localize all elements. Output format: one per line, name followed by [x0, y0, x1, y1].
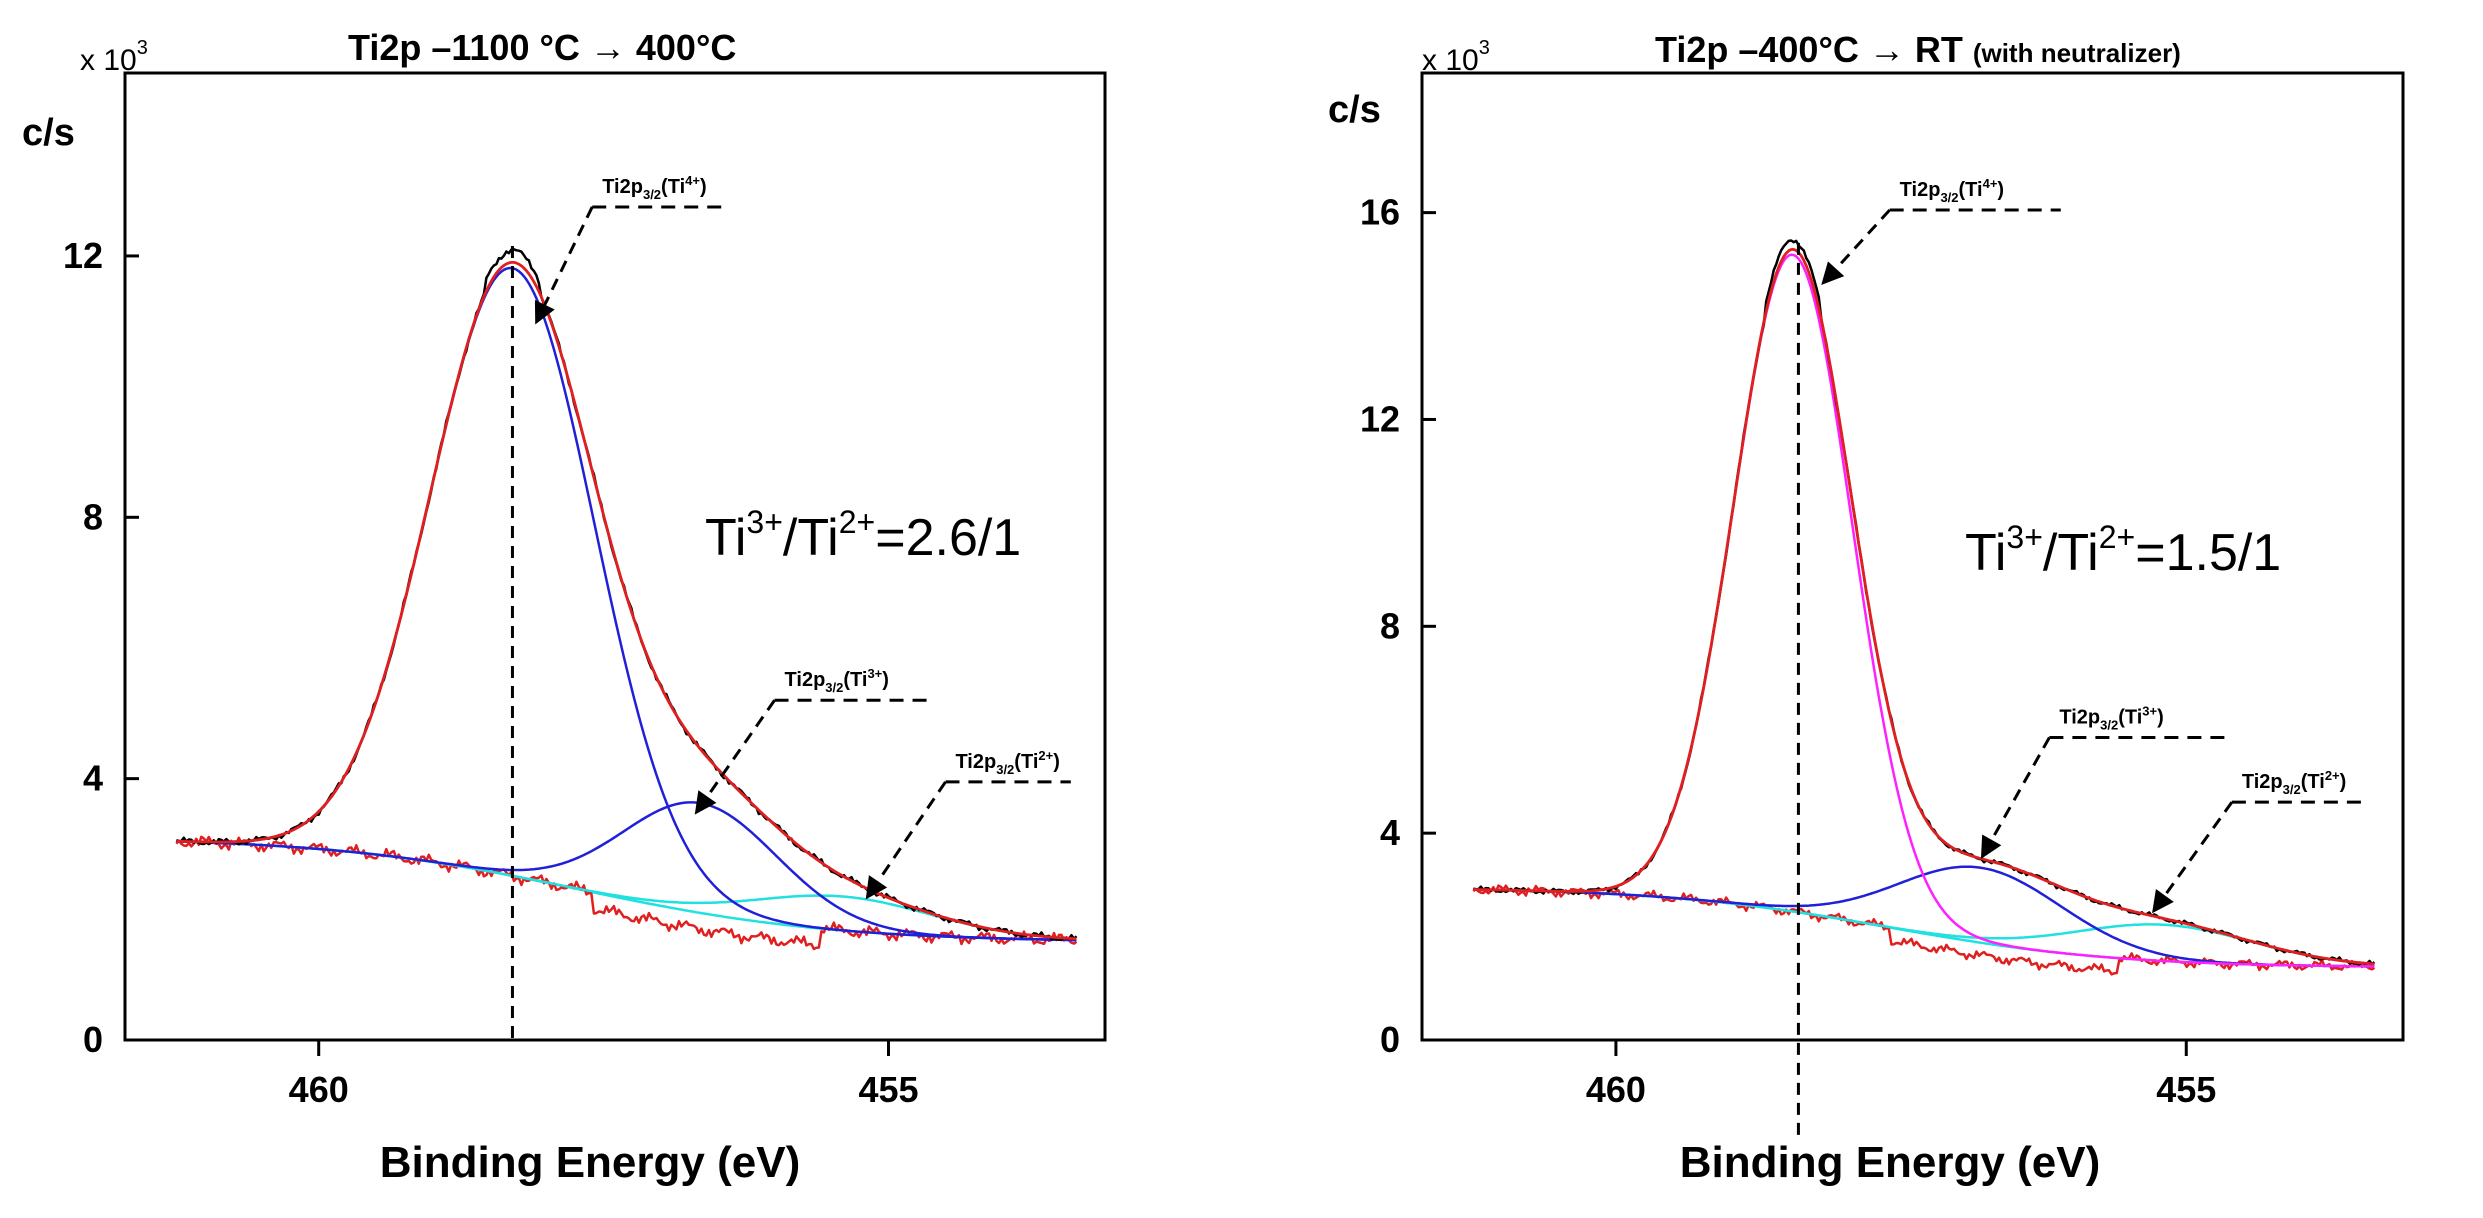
right-residual-line	[1472, 884, 2376, 976]
right-background-line	[1473, 888, 2375, 968]
left-envelope-fit-line	[176, 261, 1077, 941]
right-x-tick-label: 460	[1586, 1069, 1646, 1110]
left-x-axis-label: Binding Energy (eV)	[380, 1138, 800, 1187]
left-axes: 0 4 8 12 460 455	[63, 71, 1107, 1110]
right-annotation-ti4: Ti2p3/2(Ti4+)	[1821, 176, 2061, 286]
left-peak-label-ti2: Ti2p3/2(Ti2+)	[955, 748, 1059, 777]
right-axes: 0 4 8 12 16 460 455	[1360, 71, 2405, 1110]
right-y-tick-label: 4	[1380, 812, 1400, 853]
left-residual-line	[175, 835, 1078, 951]
chart-left: x 103 Ti2p –1100 °C → 400°C c/s Binding …	[22, 27, 1107, 1187]
right-raw-data-line	[1472, 239, 2376, 966]
left-annotation-ti3: Ti2p3/2(Ti3+)	[694, 666, 935, 815]
right-annotation-arrowhead-ti4	[1821, 261, 1845, 286]
right-annotation-arrow-ti2	[2163, 801, 2234, 897]
right-x-axis-label: Binding Energy (eV)	[1680, 1138, 2100, 1187]
left-y-axis-label: c/s	[22, 112, 75, 154]
left-annotation-arrowhead-ti2	[865, 875, 888, 900]
right-annotation-arrowhead-ti2	[2152, 889, 2174, 914]
right-peak-label-ti4: Ti2p3/2(Ti4+)	[1900, 176, 2004, 205]
right-annotation-ti2: Ti2p3/2(Ti2+)	[2152, 768, 2369, 914]
right-y-tick-label: 8	[1380, 605, 1400, 646]
right-annotation-arrowhead-ti3	[1980, 834, 2002, 860]
right-envelope-fit-line	[1473, 248, 2375, 966]
right-plot-frame	[1420, 71, 2405, 1042]
right-peak-label-ti3: Ti2p3/2(Ti3+)	[2059, 703, 2163, 732]
right-peak-label-ti2: Ti2p3/2(Ti2+)	[2242, 768, 2346, 797]
left-y-tick-label: 12	[63, 235, 103, 276]
left-peak-label-ti4: Ti2p3/2(Ti4+)	[602, 173, 706, 202]
left-annotation-ti2: Ti2p3/2(Ti2+)	[865, 748, 1071, 900]
right-annotation-arrow-ti4	[1834, 209, 1891, 270]
left-annotation-arrow-ti2	[876, 781, 947, 883]
left-ti3-component-line	[176, 801, 1077, 942]
left-background-line	[176, 840, 1077, 942]
left-multiplier: x 103	[80, 37, 148, 77]
right-y-axis-label: c/s	[1328, 89, 1381, 131]
right-annotation-ti3: Ti2p3/2(Ti3+)	[1980, 703, 2232, 860]
right-ratio-label: Ti3+/Ti2+=1.5/1	[1965, 519, 2281, 582]
right-title: Ti2p –400°C → RT (with neutralizer)	[1655, 29, 2181, 70]
left-ratio-label: Ti3+/Ti2+=2.6/1	[705, 504, 1021, 567]
right-x-tick-label: 455	[2156, 1069, 2216, 1110]
right-y-tick-label: 12	[1360, 398, 1400, 439]
left-annotation-arrow-ti4	[543, 206, 594, 306]
left-ti2-component-line	[176, 840, 1077, 941]
left-annotation-arrowhead-ti3	[694, 790, 717, 815]
left-title: Ti2p –1100 °C → 400°C	[348, 27, 736, 68]
left-annotation-arrow-ti3	[706, 699, 776, 798]
right-y-tick-label: 0	[1380, 1019, 1400, 1060]
right-ti3-component-line	[1473, 865, 2375, 968]
left-peak-label-ti3: Ti2p3/2(Ti3+)	[785, 666, 889, 695]
right-multiplier: x 103	[1422, 37, 1490, 77]
right-ti4-component-line	[1473, 253, 2375, 968]
right-annotations: Ti2p3/2(Ti4+) Ti2p3/2(Ti3+) Ti2p3/2(Ti2+)	[1821, 176, 2369, 914]
left-plot-frame	[123, 71, 1107, 1042]
left-y-tick-label: 8	[83, 496, 103, 537]
right-y-tick-label: 16	[1360, 192, 1400, 233]
left-series-group	[175, 246, 1078, 1044]
left-annotation-ti4: Ti2p3/2(Ti4+)	[534, 173, 729, 325]
left-annotation-arrowhead-ti4	[534, 299, 555, 325]
right-series-group	[1472, 239, 2376, 1140]
left-annotations: Ti2p3/2(Ti4+) Ti2p3/2(Ti3+) Ti2p3/2(Ti2+)	[534, 173, 1071, 900]
left-x-tick-label: 455	[858, 1069, 918, 1110]
right-ti2-component-line	[1473, 888, 2375, 966]
left-ti4-component-line	[176, 266, 1077, 942]
left-y-tick-label: 4	[83, 758, 103, 799]
chart-right: x 103 Ti2p –400°C → RT (with neutralizer)…	[1328, 29, 2405, 1187]
left-y-tick-label: 0	[83, 1019, 103, 1060]
right-annotation-arrow-ti3	[1990, 736, 2051, 841]
left-x-tick-label: 460	[289, 1069, 349, 1110]
